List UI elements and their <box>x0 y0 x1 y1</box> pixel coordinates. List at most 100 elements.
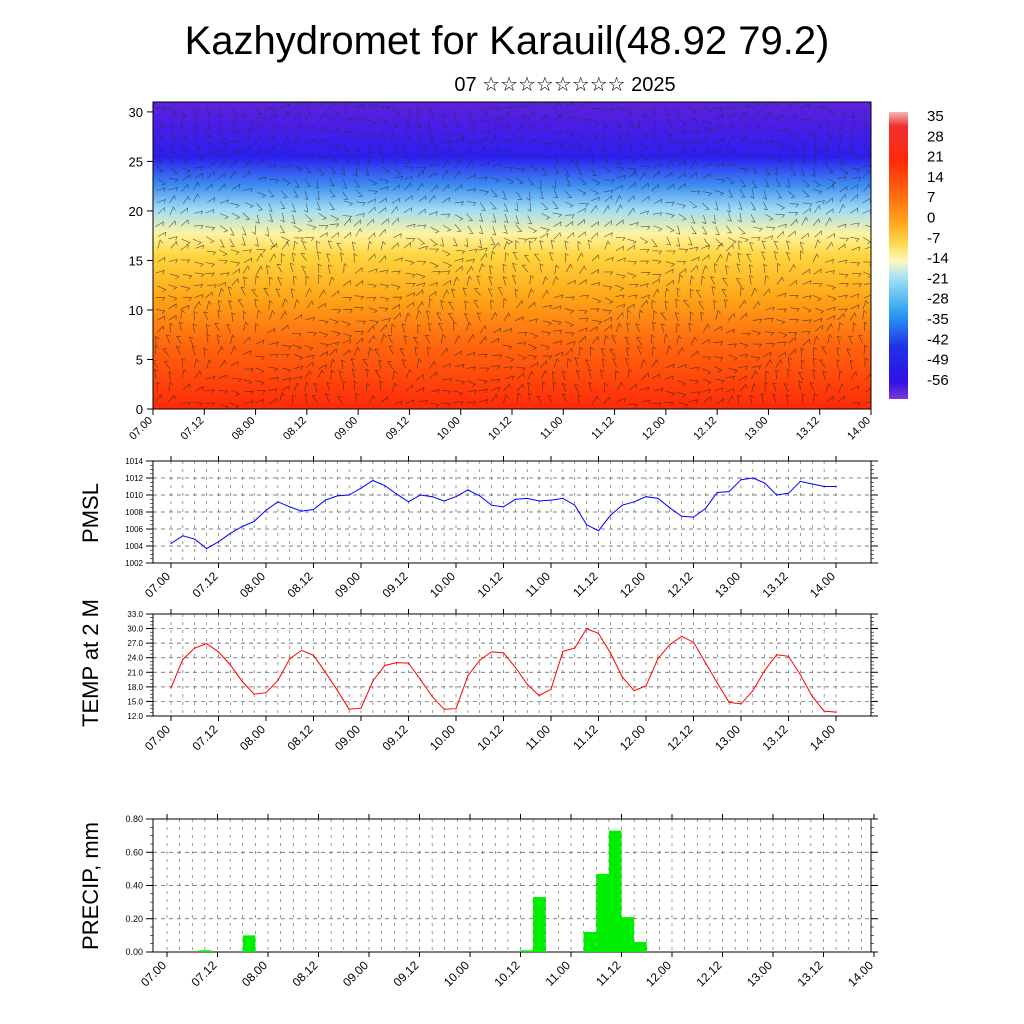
wind-barb <box>677 346 684 356</box>
wind-barb <box>442 225 452 232</box>
wind-barb <box>639 210 649 215</box>
wind-barb <box>787 332 798 336</box>
wind-barb <box>838 321 844 332</box>
wind-barb <box>453 170 461 179</box>
wind-barb <box>776 190 783 199</box>
wind-barb <box>763 201 768 211</box>
wind-barb <box>367 198 376 204</box>
wind-barb <box>515 316 524 322</box>
wind-barb <box>604 232 613 238</box>
wind-barb <box>689 366 700 371</box>
wind-barb <box>416 169 425 178</box>
wind-barb <box>254 237 259 247</box>
wind-barb <box>428 361 436 370</box>
wind-barb <box>442 159 450 168</box>
wind-barb <box>416 131 422 141</box>
wind-barb <box>516 392 522 403</box>
wind-barb <box>527 343 537 351</box>
wind-barb <box>207 284 217 289</box>
wind-barb <box>368 190 378 195</box>
wind-barb <box>588 382 593 392</box>
wind-barb <box>725 328 735 334</box>
wind-barb <box>542 289 549 299</box>
data-point <box>206 643 208 645</box>
wind-barb <box>317 302 326 309</box>
wind-barb <box>268 134 276 143</box>
wind-barb <box>586 142 591 153</box>
wind-barb <box>257 176 267 181</box>
wind-barb <box>229 170 237 180</box>
wind-barb <box>579 102 588 108</box>
wind-barb <box>267 107 278 113</box>
wind-barb <box>354 331 364 335</box>
wind-barb <box>827 178 837 185</box>
wind-barb <box>678 183 686 190</box>
wind-barb <box>627 294 638 299</box>
wind-barb <box>813 268 822 275</box>
wind-barb <box>839 120 845 130</box>
wind-barb <box>552 320 562 326</box>
wind-barb <box>577 309 588 315</box>
wind-barb <box>304 382 310 392</box>
wind-barb <box>503 383 511 392</box>
data-point <box>265 692 267 694</box>
wind-barb <box>318 213 327 220</box>
wind-barb <box>356 201 366 206</box>
wind-barb <box>170 273 180 280</box>
wind-barb <box>366 144 372 154</box>
wind-barb <box>193 166 203 171</box>
wind-barb <box>727 112 735 120</box>
wind-barb <box>502 137 511 145</box>
wind-barb <box>604 297 614 304</box>
colorbar-label: -49 <box>927 352 949 369</box>
wind-barb <box>480 129 490 134</box>
wind-barb <box>176 336 182 345</box>
wind-barb <box>355 213 366 218</box>
wind-barb <box>690 131 700 136</box>
wind-barb <box>317 155 327 161</box>
wind-barb <box>442 197 451 203</box>
wind-barb <box>315 190 320 201</box>
wind-barb <box>814 239 821 249</box>
wind-barb <box>564 190 573 199</box>
wind-barb <box>282 178 291 186</box>
wind-barb <box>329 223 340 228</box>
wind-barb <box>192 142 201 150</box>
data-point <box>348 494 350 496</box>
wind-barb <box>578 346 583 357</box>
wind-barb <box>218 249 228 257</box>
wind-barb <box>517 354 527 361</box>
wind-barb <box>455 265 463 273</box>
wind-barb <box>193 358 200 368</box>
wind-barb <box>838 259 848 265</box>
wind-barb <box>219 359 227 368</box>
wind-barb <box>318 102 326 108</box>
wind-barb <box>675 237 681 247</box>
wind-barb <box>603 108 614 113</box>
wind-barb <box>627 167 637 173</box>
wind-barb <box>838 156 845 165</box>
cross-section-field <box>153 102 871 409</box>
wind-barb <box>812 218 821 226</box>
wind-barb <box>406 283 416 288</box>
wind-barb <box>503 166 514 171</box>
wind-barb <box>813 346 818 357</box>
wind-barb <box>553 189 559 199</box>
x-tick-label: 07.00 <box>142 569 173 600</box>
wind-barb <box>577 189 587 196</box>
data-point <box>443 708 445 710</box>
wind-barb <box>778 331 788 338</box>
wind-barb <box>695 290 702 299</box>
wind-barb <box>391 242 399 250</box>
wind-barb <box>478 379 488 385</box>
wind-barb <box>170 131 176 141</box>
wind-barb <box>664 106 670 116</box>
wind-barb <box>326 253 331 263</box>
wind-barb <box>577 132 586 140</box>
wind-barb <box>354 143 361 153</box>
wind-barb <box>627 260 638 265</box>
wind-barb <box>789 319 799 323</box>
wind-barb <box>777 351 786 358</box>
wind-barb <box>194 261 204 267</box>
